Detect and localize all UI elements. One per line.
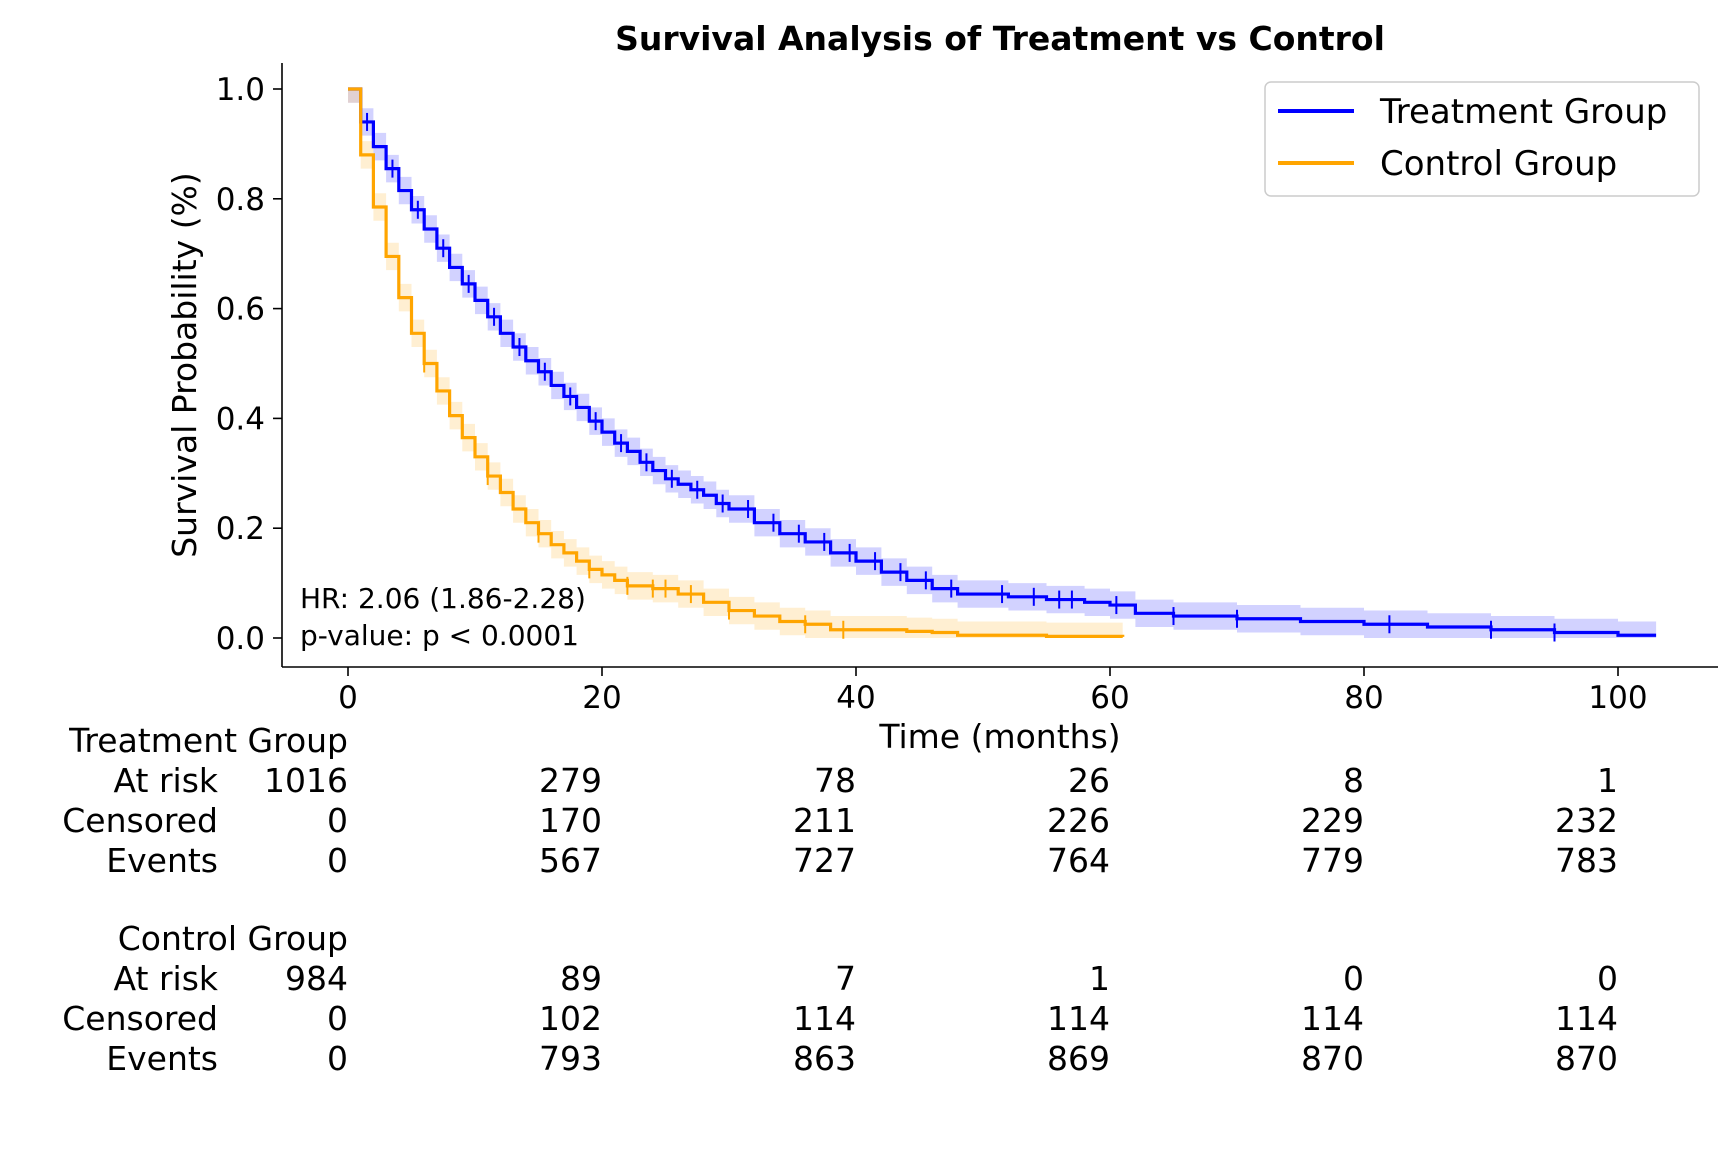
x-tick-label: 20	[582, 680, 621, 716]
risk-table-row-label: Censored	[62, 801, 218, 840]
risk-table-group-control: Control Group	[118, 919, 348, 958]
risk-table-cell: 863	[793, 1039, 856, 1078]
risk-table-cell: 211	[793, 801, 856, 840]
risk-table-row-label: Events	[106, 841, 218, 880]
y-tick-label: 0.2	[216, 511, 265, 547]
risk-table-cell: 783	[1555, 841, 1618, 880]
survival-lines	[348, 87, 1657, 638]
risk-table-cell: 114	[1047, 999, 1110, 1038]
legend-label-treatment: Treatment Group	[1379, 92, 1667, 132]
y-tick-label: 0.8	[216, 182, 265, 218]
y-tick-label: 0.6	[216, 292, 265, 328]
risk-table-cell: 1016	[264, 761, 348, 800]
risk-table-cell: 26	[1068, 761, 1110, 800]
risk-table-cell: 0	[327, 841, 348, 880]
risk-table-cell: 279	[539, 761, 602, 800]
risk-table-cell: 870	[1555, 1039, 1618, 1078]
risk-table-cell: 567	[539, 841, 602, 880]
survival-line-control	[348, 87, 1125, 638]
y-tick-label: 0.4	[216, 401, 265, 437]
risk-table-row-label: At risk	[114, 959, 219, 998]
risk-table-cell: 779	[1301, 841, 1364, 880]
risk-table-cell: 8	[1343, 761, 1364, 800]
risk-table-cell: 114	[1555, 999, 1618, 1038]
risk-table-cell: 78	[814, 761, 856, 800]
x-tick-label: 100	[1588, 680, 1647, 716]
chart-title: Survival Analysis of Treatment vs Contro…	[615, 19, 1385, 58]
risk-table-cell: 170	[539, 801, 602, 840]
risk-table-cell: 870	[1301, 1039, 1364, 1078]
hazard-ratio-annotation: HR: 2.06 (1.86-2.28)	[300, 582, 586, 615]
risk-table-cell: 114	[1301, 999, 1364, 1038]
risk-table-cell: 0	[327, 801, 348, 840]
risk-table-group-treatment: Treatment Group	[68, 721, 348, 760]
risk-table-cell: 0	[1597, 959, 1618, 998]
confidence-band-control	[348, 89, 1123, 638]
risk-table-cell: 114	[793, 999, 856, 1038]
y-axis-ticks: 0.0 0.2 0.4 0.6 0.8 1.0	[216, 72, 282, 657]
risk-table-row-label: Censored	[62, 999, 218, 1038]
risk-table-cell: 89	[560, 959, 602, 998]
risk-table-cell: 232	[1555, 801, 1618, 840]
risk-table-cell: 793	[539, 1039, 602, 1078]
risk-table-row-label: At risk	[114, 761, 219, 800]
x-axis-ticks: 0 20 40 60 80 100	[338, 667, 1648, 716]
y-axis-label: Survival Probability (%)	[165, 172, 204, 558]
risk-table-cell: 7	[835, 959, 856, 998]
risk-table-cell: 1	[1597, 761, 1618, 800]
risk-table-cell: 0	[327, 999, 348, 1038]
x-tick-label: 0	[338, 680, 358, 716]
legend-label-control: Control Group	[1380, 144, 1617, 184]
risk-table-cell: 102	[539, 999, 602, 1038]
legend-box	[1264, 81, 1700, 197]
legend: Treatment Group Control Group	[1264, 81, 1700, 197]
y-tick-label: 1.0	[216, 72, 265, 108]
risk-table-cell: 1	[1089, 959, 1110, 998]
risk-table-cell: 226	[1047, 801, 1110, 840]
risk-table-cell: 0	[327, 1039, 348, 1078]
x-tick-label: 60	[1090, 680, 1129, 716]
risk-table-cell: 0	[1343, 959, 1364, 998]
risk-table-cell: 984	[285, 959, 348, 998]
survival-line-treatment	[348, 87, 1657, 637]
x-axis-label: Time (months)	[878, 717, 1120, 756]
risk-table-row-label: Events	[106, 1039, 218, 1078]
p-value-annotation: p-value: p < 0.0001	[300, 619, 579, 652]
x-tick-label: 40	[836, 680, 875, 716]
risk-table-cell: 727	[793, 841, 856, 880]
risk-table-cell: 869	[1047, 1039, 1110, 1078]
risk-table-cell: 229	[1301, 801, 1364, 840]
risk-table-cell: 764	[1047, 841, 1110, 880]
censor-marks	[366, 112, 1556, 642]
y-tick-label: 0.0	[216, 621, 265, 657]
x-tick-label: 80	[1344, 680, 1383, 716]
